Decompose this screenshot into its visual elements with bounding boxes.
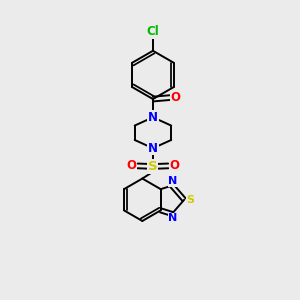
Text: N: N	[148, 142, 158, 155]
Text: O: O	[170, 91, 180, 104]
Text: O: O	[127, 159, 137, 172]
Text: S: S	[148, 160, 158, 173]
Text: N: N	[168, 176, 178, 186]
Text: O: O	[169, 159, 179, 172]
Text: N: N	[168, 213, 178, 223]
Text: N: N	[148, 111, 158, 124]
Text: S: S	[187, 195, 195, 205]
Text: Cl: Cl	[147, 25, 159, 38]
